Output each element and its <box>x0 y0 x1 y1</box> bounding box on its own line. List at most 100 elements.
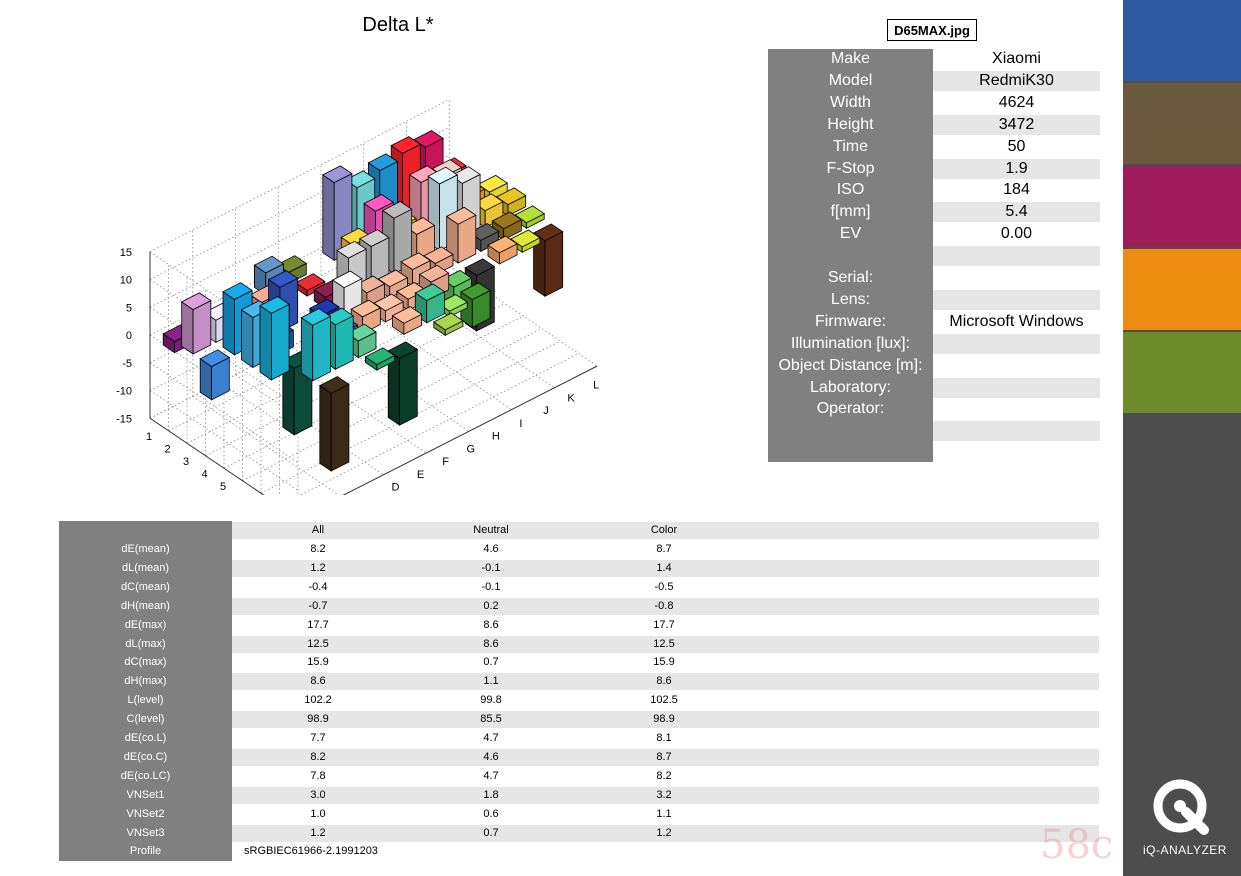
grid-line <box>363 309 512 410</box>
stats-row: Profile sRGBIEC61966-2.1991203 <box>59 842 1099 861</box>
color-swatch <box>1123 332 1241 413</box>
stats-cell: 0.2 <box>483 599 499 612</box>
bar-face <box>276 255 308 273</box>
stats-row-band <box>232 559 1099 577</box>
stats-cell: 0.7 <box>483 656 499 669</box>
stats-row-band <box>232 522 1099 539</box>
stats-cell: 1.1 <box>656 807 672 820</box>
bar-5-N <box>532 223 564 297</box>
stats-cell: 4.6 <box>483 543 499 555</box>
bar-face <box>445 206 477 225</box>
metadata-panel <box>768 49 933 462</box>
stats-row-label: dC(mean) <box>121 580 170 593</box>
row-tick-label: 4 <box>202 468 208 480</box>
bar-2-A <box>180 292 212 355</box>
metadata-label: Make <box>830 50 871 67</box>
stats-cell: 1.2 <box>310 826 326 839</box>
bar-face <box>359 229 390 247</box>
bar-face <box>487 235 518 254</box>
bar-face <box>294 273 326 291</box>
bar-face <box>331 270 363 289</box>
column-tick-label: I <box>519 418 522 430</box>
bar-face <box>259 296 290 314</box>
metadata-value: 0.00 <box>1000 225 1033 243</box>
stats-row-label <box>59 521 232 540</box>
grid-line <box>406 287 555 389</box>
stats-row: dE(co.C) 8.2 4.6 8.7 <box>59 748 1099 767</box>
z-tick-label: -10 <box>116 386 132 398</box>
metadata-row <box>768 245 1100 267</box>
metadata-label: Firmware: <box>814 312 887 330</box>
metadata-value <box>933 356 1100 376</box>
stats-cell: Color <box>650 524 678 536</box>
metadata-value <box>933 377 1100 398</box>
metadata-value: Xiaomi <box>992 50 1041 67</box>
metadata-value <box>933 399 1100 419</box>
bar-face <box>510 229 541 248</box>
bar-face <box>222 290 235 356</box>
stats-profile-value: sRGBIEC61966-2.1991203 <box>244 845 378 857</box>
bar-face <box>544 231 564 297</box>
bar-face <box>387 341 419 359</box>
stats-row-label: dE(co.C) <box>123 750 168 763</box>
column-tick-label: C <box>366 494 374 495</box>
stats-cell: 0.6 <box>483 807 499 820</box>
bar-5-C <box>282 351 313 436</box>
column-tick-label: H <box>492 431 500 443</box>
metadata-value <box>933 421 1100 442</box>
metadata-row: Width 4624 <box>768 92 1100 114</box>
stats-cell: -0.8 <box>654 599 674 612</box>
bar-face <box>322 165 353 184</box>
row-tick-label: 5 <box>220 481 226 493</box>
color-swatch <box>1123 83 1241 164</box>
stats-cell: 3.2 <box>656 788 672 801</box>
stats-row-label: VNSet3 <box>126 826 165 839</box>
bar-face <box>336 240 367 259</box>
stats-cell: -0.1 <box>481 561 501 574</box>
bar-3-A <box>199 349 231 401</box>
stats-cell: 8.2 <box>310 750 326 763</box>
grid-line <box>149 417 265 495</box>
stats-label-column <box>59 521 232 861</box>
stats-row: VNSet1 3.0 1.8 3.2 <box>59 786 1099 805</box>
metadata-row: Laboratory: <box>768 377 1100 399</box>
stats-cell: 8.6 <box>483 637 499 650</box>
stats-cell: 8.6 <box>656 675 672 688</box>
iq-analyzer-brand-text: iQ-ANALYZER <box>1143 843 1227 857</box>
stats-row: VNSet2 1.0 0.6 1.1 <box>59 805 1099 824</box>
z-tick-label: 0 <box>126 330 132 342</box>
stats-cell: -0.4 <box>308 580 328 593</box>
grid-line <box>449 265 598 367</box>
bar-7-E <box>364 347 396 371</box>
column-tick-label: L <box>593 380 599 392</box>
column-tick-label: E <box>417 469 424 481</box>
bar-face <box>400 252 431 271</box>
metadata-row <box>768 420 1100 442</box>
color-swatch <box>1123 249 1241 330</box>
bar-face <box>319 376 350 394</box>
bar-face <box>180 292 212 311</box>
stats-row: dL(mean) 1.2 -0.1 1.4 <box>59 559 1099 578</box>
iq-logo-icon <box>1153 779 1209 835</box>
metadata-value <box>933 246 1100 267</box>
stats-cell: 8.7 <box>656 750 672 763</box>
bar-face <box>514 205 545 224</box>
metadata-label <box>768 245 933 267</box>
chart-title: Delta L* <box>362 14 434 36</box>
metadata-label: f[mm] <box>830 203 871 221</box>
bar-face <box>267 270 299 288</box>
bar-face <box>473 193 504 212</box>
bar-6-G <box>391 306 423 336</box>
bar-7-C <box>319 376 350 472</box>
stats-cell: 8.2 <box>310 543 326 555</box>
metadata-label: Lens: <box>830 290 871 308</box>
metadata-row: Make Xiaomi <box>768 48 1100 70</box>
bar-5-B <box>259 296 290 381</box>
stats-cell: 8.1 <box>656 732 672 744</box>
metadata-row: Object Distance [m]: <box>768 355 1100 377</box>
column-tick-label: J <box>543 405 549 417</box>
stats-row: dH(max) 8.6 1.1 8.6 <box>59 672 1099 691</box>
stats-row: C(level) 98.9 85.5 98.9 <box>59 710 1099 729</box>
metadata-value: 3472 <box>933 114 1100 135</box>
